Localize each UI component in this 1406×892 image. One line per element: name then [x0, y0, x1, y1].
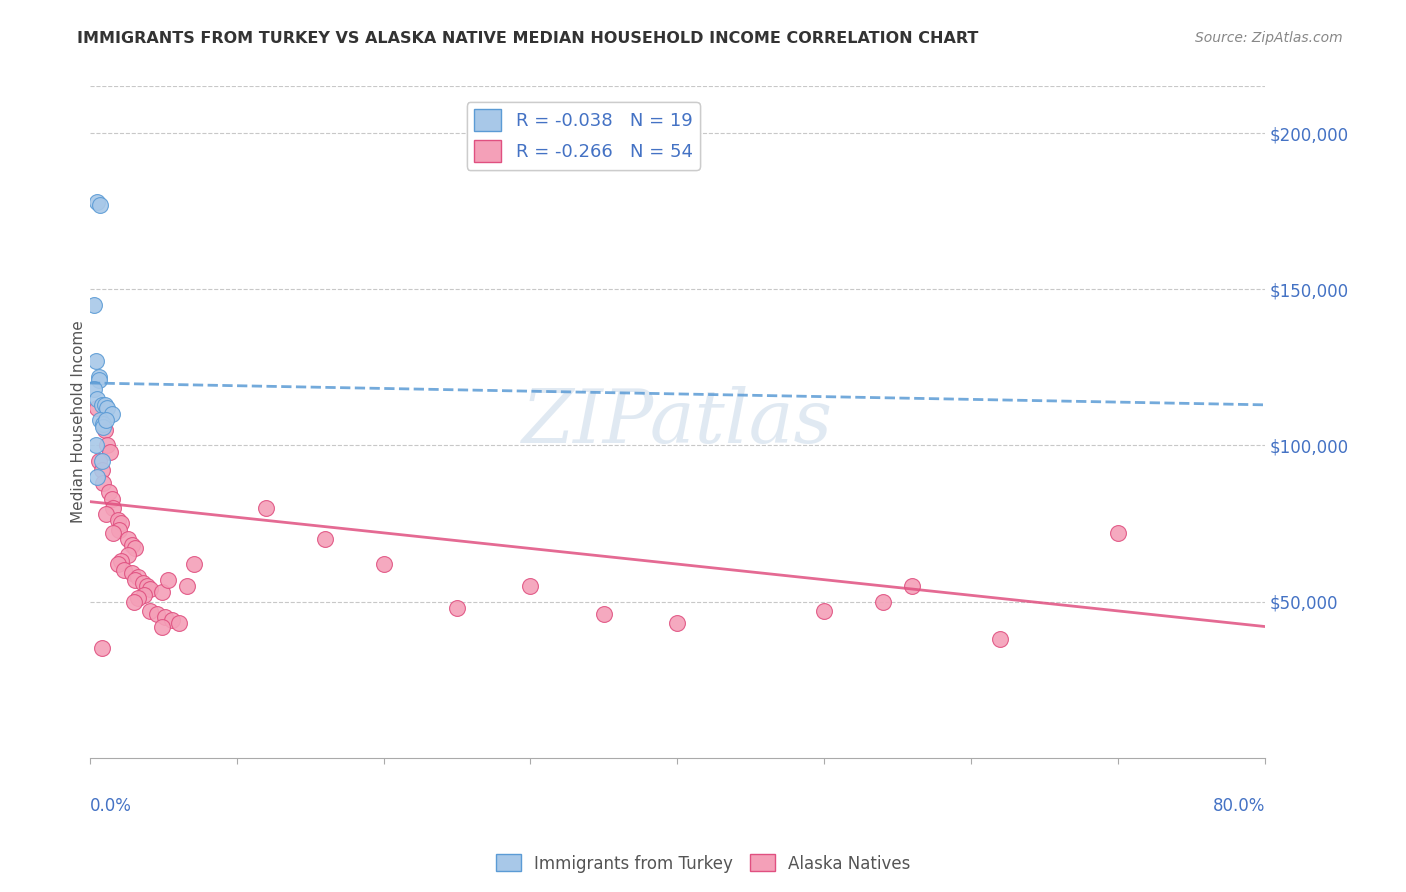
Point	[150, 585, 173, 599]
Point	[89, 198, 111, 212]
Point	[83, 382, 105, 396]
Point	[90, 641, 112, 656]
Point	[93, 398, 115, 412]
Point	[84, 354, 107, 368]
Point	[86, 392, 108, 406]
Point	[101, 407, 124, 421]
Point	[176, 579, 198, 593]
Point	[103, 525, 125, 540]
Point	[813, 604, 835, 618]
Point	[86, 401, 108, 415]
Point	[101, 491, 124, 506]
Point	[121, 538, 143, 552]
Point	[1107, 525, 1129, 540]
Point	[150, 619, 173, 633]
Y-axis label: Median Household Income: Median Household Income	[72, 320, 86, 524]
Point	[872, 594, 894, 608]
Point	[107, 513, 129, 527]
Point	[100, 444, 122, 458]
Point	[117, 532, 139, 546]
Point	[86, 194, 108, 209]
Point	[107, 557, 129, 571]
Point	[112, 563, 135, 577]
Point	[134, 588, 156, 602]
Point	[139, 582, 162, 596]
Point	[183, 557, 205, 571]
Point	[91, 475, 114, 490]
Legend: Immigrants from Turkey, Alaska Natives: Immigrants from Turkey, Alaska Natives	[489, 847, 917, 880]
Point	[124, 541, 146, 556]
Point	[169, 616, 191, 631]
Point	[153, 610, 176, 624]
Point	[96, 401, 118, 415]
Point	[110, 516, 132, 531]
Point	[87, 373, 110, 387]
Point	[87, 454, 110, 468]
Point	[990, 632, 1012, 646]
Point	[87, 369, 110, 384]
Point	[593, 607, 616, 621]
Point	[146, 607, 169, 621]
Point	[124, 573, 146, 587]
Point	[446, 600, 468, 615]
Point	[96, 438, 118, 452]
Point	[127, 569, 149, 583]
Point	[127, 591, 149, 606]
Point	[136, 579, 159, 593]
Point	[86, 469, 108, 483]
Point	[90, 454, 112, 468]
Point	[117, 548, 139, 562]
Point	[122, 594, 145, 608]
Point	[97, 485, 120, 500]
Point	[83, 298, 105, 312]
Point	[90, 463, 112, 477]
Point	[84, 438, 107, 452]
Point	[93, 423, 115, 437]
Legend: R = -0.038   N = 19, R = -0.266   N = 54: R = -0.038 N = 19, R = -0.266 N = 54	[467, 102, 700, 169]
Text: 0.0%: 0.0%	[90, 797, 132, 814]
Point	[94, 507, 117, 521]
Point	[103, 500, 125, 515]
Point	[314, 532, 336, 546]
Point	[110, 554, 132, 568]
Point	[139, 604, 162, 618]
Text: ZIPatlas: ZIPatlas	[522, 385, 832, 458]
Text: 80.0%: 80.0%	[1212, 797, 1265, 814]
Text: IMMIGRANTS FROM TURKEY VS ALASKA NATIVE MEDIAN HOUSEHOLD INCOME CORRELATION CHAR: IMMIGRANTS FROM TURKEY VS ALASKA NATIVE …	[77, 31, 979, 46]
Point	[90, 398, 112, 412]
Point	[901, 579, 924, 593]
Point	[91, 417, 114, 431]
Point	[94, 413, 117, 427]
Point	[666, 616, 689, 631]
Point	[121, 566, 143, 581]
Text: Source: ZipAtlas.com: Source: ZipAtlas.com	[1195, 31, 1343, 45]
Point	[373, 557, 395, 571]
Point	[91, 419, 114, 434]
Point	[108, 523, 131, 537]
Point	[160, 613, 183, 627]
Point	[254, 500, 277, 515]
Point	[519, 579, 541, 593]
Point	[132, 575, 155, 590]
Point	[89, 413, 111, 427]
Point	[156, 573, 179, 587]
